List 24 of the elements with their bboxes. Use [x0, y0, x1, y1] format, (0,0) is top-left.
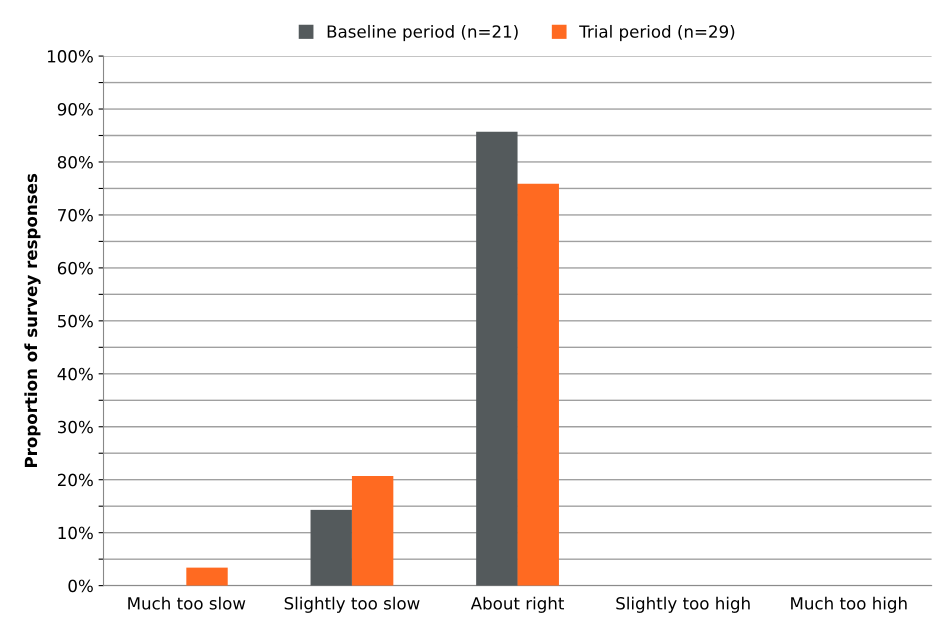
bar — [476, 132, 518, 586]
x-tick-label: About right — [470, 596, 564, 613]
x-tick-label: Much too high — [791, 596, 907, 613]
y-tick-label: 20% — [58, 474, 93, 486]
y-tick-label: 10% — [58, 526, 93, 540]
y-tick-label: 90% — [58, 102, 93, 116]
legend-label: Baseline period (n=21) — [328, 24, 518, 42]
y-tick-label: 70% — [58, 208, 93, 222]
y-tick-label: 60% — [58, 262, 93, 274]
x-tick-label: Much too slow — [128, 596, 246, 610]
bar — [186, 568, 228, 586]
y-tick-label: 80% — [58, 156, 93, 169]
x-tick-label: Slightly too high — [616, 596, 750, 613]
bar — [352, 476, 394, 586]
y-axis-title: Proportion of survey responses — [24, 174, 41, 468]
bar — [518, 184, 559, 586]
y-tick-label: 0% — [68, 580, 93, 592]
x-tick-label: Slightly too slow — [284, 596, 420, 613]
y-tick-label: 50% — [58, 314, 93, 328]
legend-label: Trial period (n=29) — [579, 24, 734, 42]
y-tick-label: 30% — [58, 420, 93, 434]
y-tick-label: 100% — [48, 50, 93, 63]
bar — [310, 510, 352, 586]
y-tick-label: 40% — [58, 368, 93, 380]
